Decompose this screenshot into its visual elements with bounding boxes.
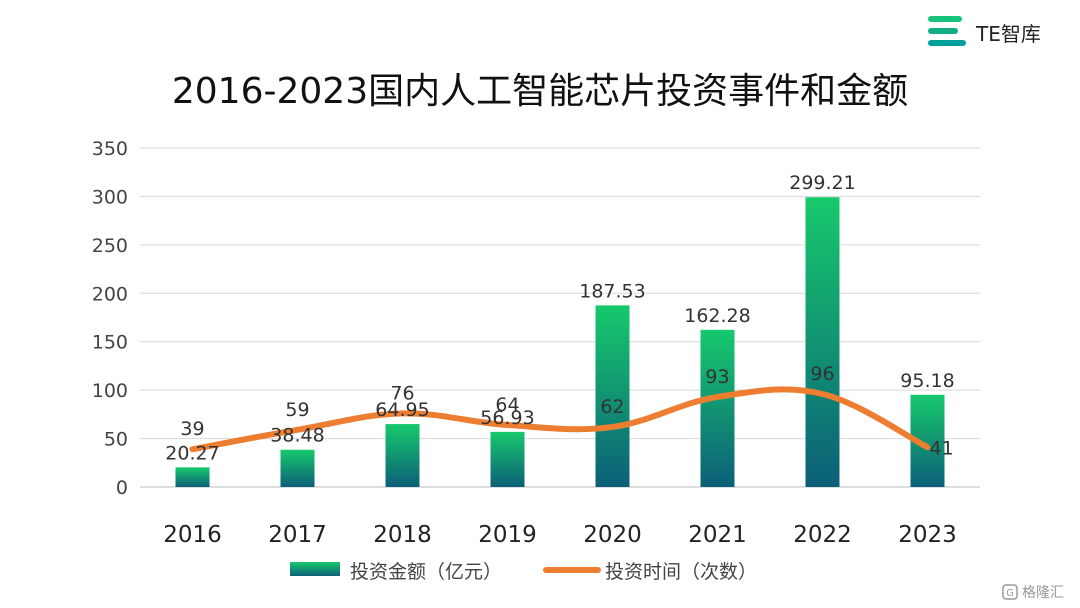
- line-value-label: 41: [930, 437, 954, 459]
- watermark-icon: G: [1002, 584, 1018, 600]
- y-tick-label: 250: [92, 235, 128, 257]
- x-axis: 2016 2017 2018 2019 2020 2021 2022 2023: [163, 522, 957, 548]
- x-tick-label: 2022: [793, 522, 852, 548]
- x-tick-label: 2023: [898, 522, 957, 548]
- line-series: [189, 386, 931, 453]
- bar: [595, 305, 630, 487]
- bar: [280, 449, 315, 487]
- bar: [805, 197, 840, 488]
- line-value-label: 76: [390, 382, 414, 404]
- bar: [175, 467, 210, 487]
- x-tick-label: 2020: [583, 522, 642, 548]
- bar: [490, 431, 525, 487]
- te-logo-icon: [928, 16, 966, 46]
- line-value-label: 93: [705, 366, 729, 388]
- legend-bar-swatch: [290, 562, 340, 576]
- brand-name: TE智库: [976, 21, 1041, 46]
- line-path: [189, 386, 931, 453]
- bar-value-label: 162.28: [684, 305, 750, 327]
- line-value-label: 64: [495, 394, 519, 416]
- bar-value-label: 20.27: [165, 442, 219, 464]
- y-tick-label: 0: [116, 477, 128, 499]
- legend-bar-label: 投资金额（亿元）: [350, 561, 502, 583]
- y-tick-label: 50: [104, 429, 128, 451]
- bar-value-label: 38.48: [270, 425, 324, 447]
- line-value-label: 96: [810, 363, 834, 385]
- bar: [700, 329, 735, 487]
- bar-value-label: 187.53: [579, 280, 645, 302]
- watermark: G 格隆汇: [1002, 582, 1064, 602]
- y-tick-label: 300: [92, 186, 128, 208]
- bar-value-label: 56.93: [480, 407, 534, 429]
- x-tick-label: 2021: [688, 522, 747, 548]
- x-tick-label: 2019: [478, 522, 537, 548]
- svg-text:G: G: [1006, 588, 1014, 599]
- bar-series: [175, 197, 945, 488]
- data-labels: 20.27 38.48 64.95 56.93 187.53 162.28 299.21 95…: [165, 172, 954, 464]
- y-tick-label: 200: [92, 283, 128, 305]
- line-value-label: 62: [600, 396, 624, 418]
- x-tick-label: 2016: [163, 522, 222, 548]
- y-tick-label: 150: [92, 332, 128, 354]
- y-tick-label: 350: [92, 138, 128, 160]
- brand-logo-group: TE智库: [926, 12, 1041, 52]
- bar-value-label: 95.18: [900, 370, 954, 392]
- bar: [385, 424, 420, 487]
- legend-line-label: 投资时间（次数）: [605, 561, 757, 583]
- line-value-label: 39: [180, 418, 204, 440]
- bar-value-label: 299.21: [789, 172, 855, 194]
- watermark-text: 格隆汇: [1022, 585, 1064, 601]
- legend: 投资金额（亿元） 投资时间（次数）: [290, 561, 757, 583]
- y-tick-label: 100: [92, 380, 128, 402]
- x-tick-label: 2018: [373, 522, 432, 548]
- y-axis: 0 50 100 150 200 250 300 350: [92, 138, 128, 499]
- x-tick-label: 2017: [268, 522, 327, 548]
- chart-title: 2016-2023国内人工智能芯片投资事件和金额: [171, 71, 909, 112]
- line-value-label: 59: [285, 399, 309, 421]
- bar-value-label: 64.95: [375, 399, 429, 421]
- grid-layer: [140, 147, 980, 488]
